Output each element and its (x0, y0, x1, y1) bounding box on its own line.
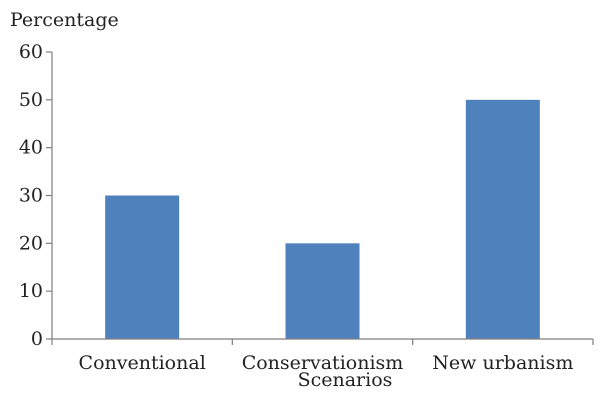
y-tick-label: 20 (19, 232, 43, 254)
y-tick-label: 60 (19, 41, 43, 63)
bars (105, 99, 540, 339)
y-tick-label: 40 (19, 137, 43, 159)
bar-conventional (105, 195, 180, 339)
y-tick-label: 50 (19, 89, 43, 111)
bar-conservationism (285, 243, 360, 339)
bar-new-urbanism (465, 99, 540, 339)
x-axis-ticks: Conventional Conservationism New urbanism (51, 339, 594, 374)
x-tick-label: Conservationism (242, 352, 404, 374)
x-axis-title: Scenarios (298, 369, 393, 391)
y-tick-label: 0 (31, 328, 43, 350)
y-axis-title: Percentage (10, 9, 119, 31)
x-tick-label: Conventional (79, 352, 206, 374)
y-tick-label: 30 (19, 185, 43, 207)
x-tick-label: New urbanism (432, 352, 573, 374)
y-axis-ticks: 0 10 20 30 40 50 60 (19, 41, 52, 350)
y-tick-label: 10 (19, 280, 43, 302)
